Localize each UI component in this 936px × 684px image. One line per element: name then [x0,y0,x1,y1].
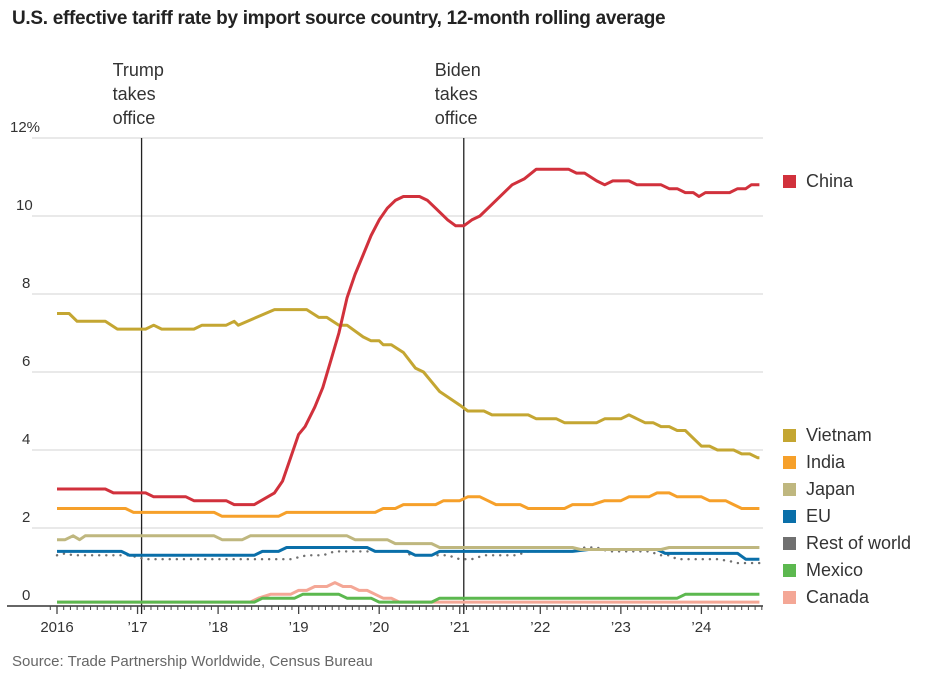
x-tick-label: ’21 [450,619,470,636]
legend-swatch [783,456,796,469]
legend: China Vietnam India Japan EU Rest of world Mex… [783,171,911,607]
x-tick-label: ’17 [128,619,148,636]
annotation-text: office [435,108,478,128]
legend-label: Japan [806,479,855,499]
series-line-japan [57,534,760,551]
series-line-canada [57,581,760,604]
legend-item-india: India [783,452,846,472]
x-tick-label: ’23 [611,619,631,636]
y-axis-labels: 0 2 4 6 8 10 12% [10,119,40,604]
series-line-india [57,491,760,518]
series-line-china [57,167,760,507]
x-tick-label: ’19 [289,619,309,636]
legend-swatch [783,175,796,188]
x-tick-label: 2016 [40,619,73,636]
y-tick-label: 0 [22,587,30,604]
series-line-eu [57,546,760,561]
x-tick-label: ’22 [530,619,550,636]
grid-lines [32,137,763,529]
x-axis: 2016 ’17 ’18 ’19 ’20 ’21 ’22 ’23 ’24 [7,605,763,636]
series-lines [55,167,761,604]
legend-swatch [783,537,796,550]
annotations: Trump takes office Biden takes office [113,60,481,614]
legend-item-canada: Canada [783,587,870,607]
annotation-text: Trump [113,60,164,80]
legend-item-vietnam: Vietnam [783,425,872,445]
legend-label: India [806,452,846,472]
y-tick-label: 12% [10,119,40,136]
chart-title: U.S. effective tariff rate by import sou… [12,8,666,29]
legend-item-eu: EU [783,506,831,526]
y-tick-label: 10 [16,197,33,214]
x-tick-label: ’24 [691,619,711,636]
legend-swatch [783,510,796,523]
annotation-text: takes [113,84,156,104]
y-tick-label: 8 [22,275,30,292]
source-note: Source: Trade Partnership Worldwide, Cen… [12,653,373,670]
annotation-text: Biden [435,60,481,80]
legend-label: Rest of world [806,533,911,553]
legend-swatch [783,564,796,577]
legend-label: Canada [806,587,870,607]
series-line-rest-of-world [55,546,761,565]
legend-label: Mexico [806,560,863,580]
x-tick-label: ’20 [369,619,389,636]
y-tick-label: 6 [22,353,30,370]
series-line-mexico [57,592,760,604]
legend-label: EU [806,506,831,526]
legend-swatch [783,483,796,496]
legend-item-japan: Japan [783,479,855,499]
y-tick-label: 4 [22,431,30,448]
legend-item-mexico: Mexico [783,560,863,580]
x-tick-label: ’18 [208,619,228,636]
legend-swatch [783,429,796,442]
annotation-text: office [113,108,156,128]
legend-item-china: China [783,171,854,191]
series-line-vietnam [57,308,760,460]
legend-label: Vietnam [806,425,872,445]
legend-label: China [806,171,854,191]
legend-item-rest-of-world: Rest of world [783,533,911,553]
legend-swatch [783,591,796,604]
y-tick-label: 2 [22,509,30,526]
annotation-text: takes [435,84,478,104]
